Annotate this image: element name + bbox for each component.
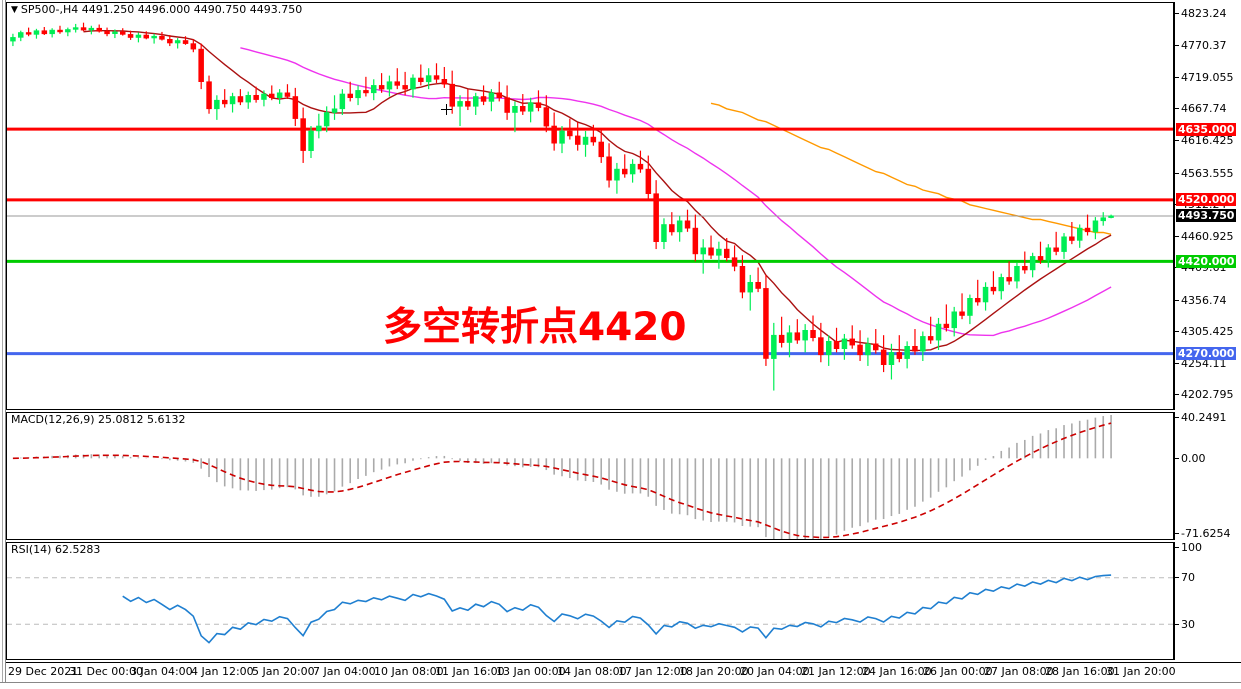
price-scale[interactable]: 4823.24 4770.37 4719.055 4667.74 4616.425 456… xyxy=(1174,2,1241,410)
price-tick: 4719.055 xyxy=(1175,72,1234,83)
rsi-chart-svg xyxy=(7,574,1173,644)
tick-dash-icon xyxy=(1175,394,1179,396)
macd-tick: 40.2491 xyxy=(1175,412,1227,423)
time-axis-label: 26 Jan 00:00 xyxy=(923,665,993,678)
price-tick: 4563.555 xyxy=(1175,168,1234,179)
rsi-tick-label: 100 xyxy=(1181,541,1202,554)
price-tick-label: 4616.425 xyxy=(1181,134,1234,148)
symbol-header: ▼ SP500-,H4 4491.250 4496.000 4490.750 44… xyxy=(11,4,302,16)
crosshair-marker xyxy=(441,104,452,115)
price-tick-label: 4770.37 xyxy=(1181,39,1227,53)
tick-dash-icon xyxy=(1175,12,1179,14)
time-axis-label: 13 Jan 00:00 xyxy=(496,665,566,678)
price-tick-label: 4823.24 xyxy=(1181,6,1227,20)
tick-dash-icon xyxy=(1175,623,1179,625)
time-axis[interactable]: 29 Dec 2021 31 Dec 00:00 3 Jan 04:00 4 Jan … xyxy=(6,662,1241,682)
tick-dash-icon xyxy=(1175,235,1179,237)
price-tick-label: 4667.74 xyxy=(1181,102,1227,116)
price-tick-label: 4563.555 xyxy=(1181,166,1234,180)
tick-dash-icon xyxy=(1175,533,1179,534)
price-level-badge[interactable]: 4493.750 xyxy=(1176,209,1237,223)
time-axis-label: 31 Dec 00:00 xyxy=(69,665,143,678)
tick-dash-icon xyxy=(1175,299,1179,301)
price-tick: 4770.37 xyxy=(1175,40,1227,51)
price-tick: 4202.795 xyxy=(1175,389,1234,400)
time-axis-label: 7 Jan 04:00 xyxy=(313,665,376,678)
time-axis-label: 14 Jan 08:00 xyxy=(557,665,627,678)
macd-panel[interactable]: MACD(12,26,9) 25.0812 5.6132 xyxy=(6,412,1174,540)
rsi-tick: 70 xyxy=(1175,572,1195,583)
macd-chart-svg xyxy=(12,415,1112,539)
rsi-panel[interactable]: RSI(14) 62.5283 xyxy=(6,542,1174,660)
price-tick: 4460.925 xyxy=(1175,231,1234,242)
rsi-plot-area[interactable] xyxy=(7,543,1173,659)
price-chart-svg xyxy=(7,22,1173,391)
time-axis-label: 5 Jan 20:00 xyxy=(252,665,315,678)
time-axis-label: 18 Jan 20:00 xyxy=(679,665,749,678)
tick-dash-icon xyxy=(1175,362,1179,364)
macd-tick: 0.00 xyxy=(1175,453,1206,464)
time-axis-label: 4 Jan 12:00 xyxy=(191,665,254,678)
tick-dash-icon xyxy=(1175,45,1179,47)
tick-dash-icon xyxy=(1175,577,1179,579)
window-left-edge xyxy=(0,0,6,689)
price-tick: 4356.74 xyxy=(1175,295,1227,306)
rsi-tick-label: 30 xyxy=(1181,617,1195,631)
price-tick-label: 4254.11 xyxy=(1181,356,1227,370)
time-axis-label: 3 Jan 04:00 xyxy=(130,665,193,678)
macd-plot-area[interactable] xyxy=(7,413,1173,539)
macd-tick-label: -71.6254 xyxy=(1181,527,1231,540)
price-tick-label: 4202.795 xyxy=(1181,388,1234,402)
macd-tick: -71.6254 xyxy=(1175,528,1230,539)
macd-label: MACD(12,26,9) 25.0812 5.6132 xyxy=(11,413,186,426)
time-axis-label: 29 Dec 2021 xyxy=(8,665,79,678)
price-tick-label: 4719.055 xyxy=(1181,70,1234,84)
tick-dash-icon xyxy=(1175,547,1179,548)
price-tick: 4667.74 xyxy=(1175,103,1227,114)
tick-dash-icon xyxy=(1175,76,1179,78)
rsi-tick: 30 xyxy=(1175,619,1195,630)
tick-dash-icon xyxy=(1175,172,1179,174)
rsi-tick: 100 xyxy=(1175,542,1202,553)
price-tick-label: 4305.425 xyxy=(1181,325,1234,339)
rsi-scale[interactable]: 100 70 30 xyxy=(1174,542,1241,660)
collapse-arrow-icon[interactable]: ▼ xyxy=(11,5,18,15)
price-tick: 4305.425 xyxy=(1175,326,1234,337)
macd-tick-label: 0.00 xyxy=(1181,451,1206,465)
time-axis-label: 17 Jan 12:00 xyxy=(618,665,688,678)
price-tick: 4254.11 xyxy=(1175,358,1227,369)
tick-dash-icon xyxy=(1175,331,1179,333)
macd-tick-label: 40.2491 xyxy=(1181,411,1227,424)
price-level-badge[interactable]: 4420.000 xyxy=(1176,254,1237,268)
tick-dash-icon xyxy=(1175,457,1179,459)
time-axis-label: 24 Jan 16:00 xyxy=(862,665,932,678)
window-bottom-edge xyxy=(0,682,1241,689)
chart-annotation-text: 多空转折点4420 xyxy=(383,305,687,350)
macd-scale[interactable]: 40.2491 0.00 -71.6254 xyxy=(1174,412,1241,540)
time-axis-label: 11 Jan 16:00 xyxy=(435,665,505,678)
time-axis-label: 28 Jan 16:00 xyxy=(1045,665,1115,678)
time-axis-label: 31 Jan 20:00 xyxy=(1106,665,1176,678)
time-axis-label: 21 Jan 12:00 xyxy=(801,665,871,678)
price-level-badge[interactable]: 4520.000 xyxy=(1176,193,1237,207)
price-tick-label: 4356.74 xyxy=(1181,293,1227,307)
time-axis-label: 27 Jan 08:00 xyxy=(984,665,1054,678)
tick-dash-icon xyxy=(1175,108,1179,110)
tick-dash-icon xyxy=(1175,417,1179,418)
tick-dash-icon xyxy=(1175,140,1179,142)
symbol-header-text: SP500-,H4 4491.250 4496.000 4490.750 449… xyxy=(20,3,303,16)
price-tick: 4823.24 xyxy=(1175,8,1227,19)
rsi-tick-label: 70 xyxy=(1181,571,1195,585)
time-axis-label: 20 Jan 04:00 xyxy=(740,665,810,678)
price-tick: 4616.425 xyxy=(1175,135,1234,146)
rsi-label: RSI(14) 62.5283 xyxy=(11,543,101,556)
price-level-badge[interactable]: 4635.000 xyxy=(1176,122,1237,136)
price-tick-label: 4460.925 xyxy=(1181,229,1234,243)
price-plot-area[interactable] xyxy=(7,3,1173,409)
price-level-badge[interactable]: 4270.000 xyxy=(1176,347,1237,361)
price-chart-panel[interactable]: ▼ SP500-,H4 4491.250 4496.000 4490.750 44… xyxy=(6,2,1174,410)
time-axis-label: 10 Jan 08:00 xyxy=(374,665,444,678)
